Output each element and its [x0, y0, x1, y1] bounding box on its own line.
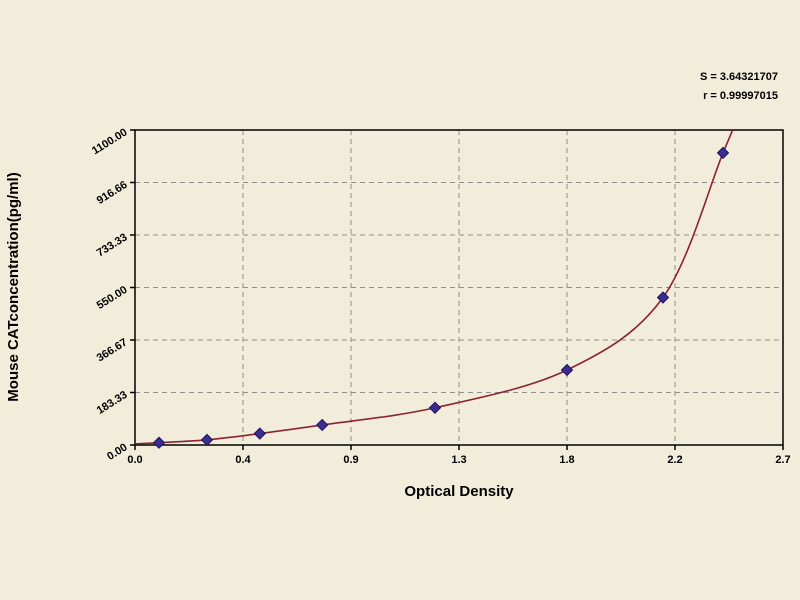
- x-tick-label: 2.7: [775, 454, 790, 466]
- y-tick-label: 366.67: [95, 336, 130, 364]
- data-point-marker: [315, 418, 329, 432]
- x-tick-label: 1.8: [559, 454, 574, 466]
- x-axis-label: Optical Density: [404, 483, 514, 500]
- data-points: [152, 146, 730, 449]
- y-tick-label: 1100.00: [90, 126, 130, 157]
- tick-labels: 0.0 0.4 0.9 1.3 1.8 2.2 2.7 0.00 183.33 366.67 550…: [90, 126, 791, 466]
- x-tick-label: 2.2: [667, 454, 682, 466]
- y-tick-label: 916.66: [95, 179, 130, 207]
- axis-ticks: [130, 129, 784, 450]
- plot-border: [134, 129, 784, 446]
- data-point-marker: [200, 433, 214, 447]
- data-point-marker: [716, 146, 730, 160]
- y-tick-label: 183.33: [95, 389, 130, 417]
- y-tick-label: 550.00: [95, 284, 130, 312]
- x-tick-label: 0.4: [235, 454, 251, 466]
- y-tick-label: 0.00: [105, 441, 130, 463]
- x-tick-label: 0.9: [343, 454, 358, 466]
- x-tick-label: 1.3: [451, 454, 466, 466]
- x-tick-label: 0.0: [127, 454, 142, 466]
- data-point-marker: [152, 436, 166, 449]
- data-point-marker: [428, 401, 442, 414]
- gridlines: [135, 130, 783, 445]
- regression-curve: [135, 130, 734, 445]
- fit-stat-r: r = 0.99997015: [703, 90, 778, 102]
- y-axis-label: Mouse CATconcentration(pg/ml): [5, 172, 22, 401]
- data-point-marker: [560, 363, 574, 377]
- data-point-marker: [253, 427, 267, 440]
- data-point-marker: [656, 291, 670, 304]
- fit-curve: [135, 130, 734, 445]
- y-tick-label: 733.33: [95, 231, 130, 259]
- fit-stat-s: S = 3.64321707: [700, 71, 778, 83]
